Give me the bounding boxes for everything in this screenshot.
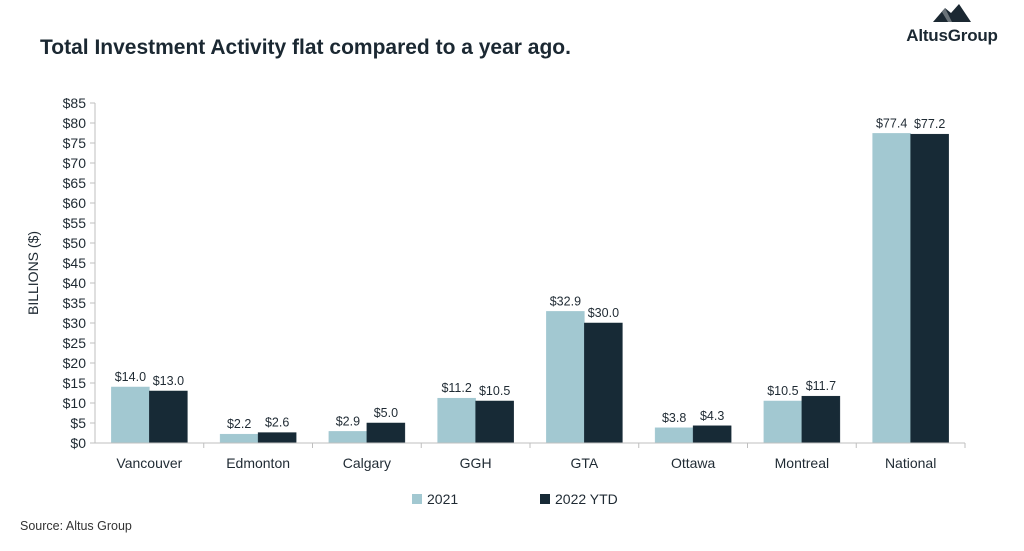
bar-2022-ytd-calgary [366,422,406,444]
bar-chart: $0 $5 $10 $15 $20 $25 $30 $35 $40 $45 $50 $55 $60 $65… [25,95,966,471]
bar-2022-ytd-vancouver [149,390,188,444]
legend-label-2021: 2021 [427,491,459,507]
y-tick-label: $45 [63,255,87,271]
y-tick-label: $10 [63,395,87,411]
y-tick-label: $20 [63,355,87,371]
y-tick-label: $70 [63,155,87,171]
y-tick-label: $40 [63,275,87,291]
bar-2021-calgary [328,431,368,444]
altus-group-logo: AltusGroup [902,3,1002,45]
y-tick-label: $15 [63,375,87,391]
legend-item-2022-ytd: 2022 YTD [540,491,618,507]
bar-2021-gta [546,311,585,444]
data-label-2021-national: $77.4 [876,116,907,130]
bar-2022-ytd-montreal [801,395,841,444]
data-label-2021-vancouver: $14.0 [115,370,146,384]
data-label-2021-edmonton: $2.2 [227,417,251,431]
y-tick-label: $35 [63,295,87,311]
legend-swatch-2022-ytd [540,494,550,504]
x-tick-label-gta: GTA [571,455,599,471]
legend: 2021 2022 YTD [0,491,1024,511]
data-label-2022-ytd-national: $77.2 [914,117,945,131]
bar-2021-edmonton [219,433,259,444]
data-label-2022-ytd-montreal: $11.7 [806,379,836,393]
bar-2021-vancouver [111,386,150,444]
x-tick-label-national: National [885,455,936,471]
data-label-2021-ggh: $11.2 [441,381,471,395]
y-tick-label: $85 [63,95,87,111]
y-tick-label: $55 [63,215,87,231]
bar-2022-ytd-national [910,133,949,444]
y-tick-label: $30 [63,315,87,331]
data-label-2022-ytd-vancouver: $13.0 [153,374,184,388]
y-tick-label: $50 [63,235,87,251]
logo-mountain-icon [933,4,971,22]
bar-2022-ytd-ottawa [692,425,732,444]
bar-2021-national [872,133,911,444]
x-tick-label-vancouver: Vancouver [116,455,182,471]
y-tick-label: $75 [63,135,87,151]
legend-label-2022-ytd: 2022 YTD [555,491,618,507]
y-tick-label: $25 [63,335,87,351]
bar-2022-ytd-ggh [475,400,514,444]
y-tick-label: $0 [70,435,86,451]
bar-2021-ottawa [654,427,694,444]
x-tick-label-ottawa: Ottawa [671,455,716,471]
legend-swatch-2021 [412,494,422,504]
data-label-2022-ytd-ggh: $10.5 [479,384,510,398]
bar-2021-ggh [437,397,476,444]
x-tick-label-ggh: GGH [460,455,492,471]
bar-2021-montreal [763,400,803,444]
data-label-2022-ytd-edmonton: $2.6 [265,416,289,430]
y-axis-title: BILLIONS ($) [25,231,41,315]
y-tick-label: $65 [63,175,87,191]
bar-2022-ytd-edmonton [257,432,297,444]
data-label-2022-ytd-ottawa: $4.3 [700,409,724,423]
data-label-2021-montreal: $10.5 [767,384,798,398]
data-label-2021-gta: $32.9 [550,294,581,308]
x-tick-label-montreal: Montreal [775,455,829,471]
y-tick-label: $5 [70,415,86,431]
logo-text: AltusGroup [906,26,998,45]
x-tick-label-calgary: Calgary [343,455,391,471]
source-note: Source: Altus Group [20,519,132,533]
data-label-2021-ottawa: $3.8 [662,411,686,425]
bar-2022-ytd-gta [584,322,623,444]
legend-item-2021: 2021 [412,491,458,507]
y-tick-label: $60 [63,195,87,211]
chart-title: Total Investment Activity flat compared … [40,36,571,59]
data-label-2022-ytd-gta: $30.0 [588,306,619,320]
data-label-2022-ytd-calgary: $5.0 [374,406,398,420]
y-tick-label: $80 [63,115,87,131]
data-label-2021-calgary: $2.9 [336,414,360,428]
x-tick-label-edmonton: Edmonton [226,455,290,471]
